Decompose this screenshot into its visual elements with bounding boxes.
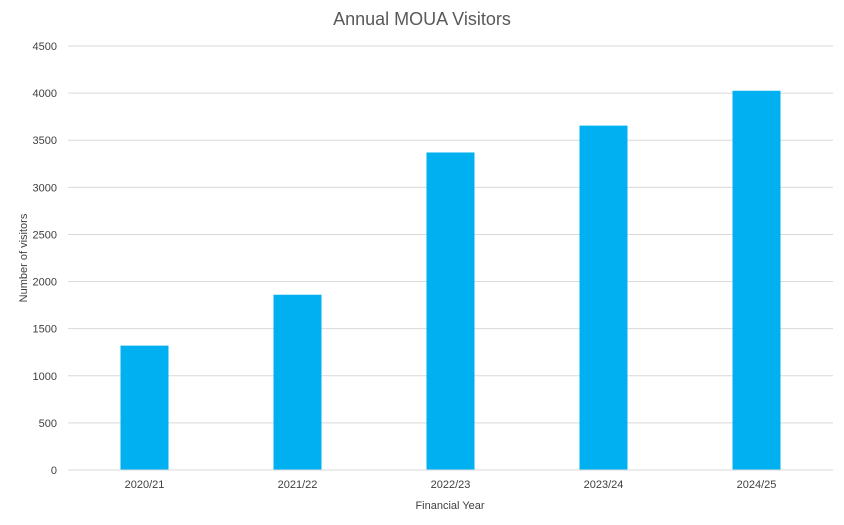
bars xyxy=(120,90,781,471)
y-tick-label: 1500 xyxy=(33,324,57,336)
bar-2023-24 xyxy=(579,125,628,471)
y-tick-label: 1000 xyxy=(33,371,57,383)
x-axis-ticks: 2020/21 2021/22 2022/23 2023/24 2024/25 xyxy=(125,479,777,491)
x-tick-label: 2024/25 xyxy=(737,479,777,491)
y-tick-label: 3000 xyxy=(33,182,57,194)
y-axis-ticks: 0 500 1000 1500 2000 2500 3000 3500 4000 4500 xyxy=(33,41,57,477)
y-tick-label: 2000 xyxy=(33,277,57,289)
y-axis-title: Number of visitors xyxy=(18,213,30,302)
y-tick-label: 500 xyxy=(39,418,57,430)
y-tick-label: 3500 xyxy=(33,135,57,147)
chart-title: Annual MOUA Visitors xyxy=(333,9,511,29)
y-tick-label: 2500 xyxy=(33,229,57,241)
bar-2020-21 xyxy=(120,345,169,470)
x-tick-label: 2021/22 xyxy=(278,479,318,491)
x-tick-label: 2022/23 xyxy=(431,479,471,491)
x-tick-label: 2020/21 xyxy=(125,479,165,491)
y-tick-label: 4500 xyxy=(33,41,57,53)
x-tick-label: 2023/24 xyxy=(584,479,624,491)
x-axis-title: Financial Year xyxy=(415,500,484,512)
bar-2024-25 xyxy=(732,90,781,470)
y-tick-label: 4000 xyxy=(33,88,57,100)
y-tick-label: 0 xyxy=(51,465,57,477)
bar-2022-23 xyxy=(426,152,475,470)
bar-2021-22 xyxy=(273,294,322,470)
